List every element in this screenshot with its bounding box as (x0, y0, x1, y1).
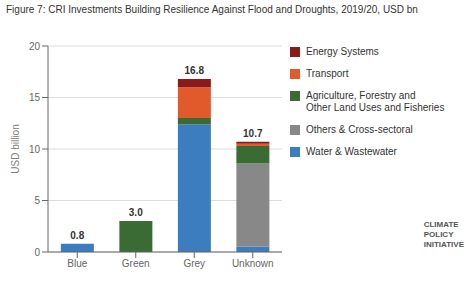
svg-text:Unknown: Unknown (232, 258, 274, 269)
html-text:Agriculture, Forestry and Othe: Agriculture, Forestry and Other Land Use… (306, 90, 445, 113)
html-text:Figure 7: CRI Investments Buil: Figure 7: CRI Investments Building Resil… (6, 4, 418, 15)
svg-text:0: 0 (34, 247, 40, 258)
svg-text:0.8: 0.8 (70, 230, 84, 241)
svg-text:16.8: 16.8 (185, 65, 205, 76)
svg-text:USD billion: USD billion (10, 124, 21, 173)
svg-text:3.0: 3.0 (129, 207, 143, 218)
svg-text:15: 15 (29, 92, 41, 103)
svg-text:Green: Green (122, 258, 150, 269)
svg-text:10: 10 (29, 144, 41, 155)
html-text:Energy Systems: Energy Systems (306, 46, 379, 57)
html-text:CLIMATE POLICY INITIATIVE: CLIMATE POLICY INITIATIVE (423, 220, 464, 249)
svg-text:Blue: Blue (67, 258, 87, 269)
svg-text:20: 20 (29, 41, 41, 52)
svg-text:Grey: Grey (183, 258, 205, 269)
html-text:Transport: Transport (306, 68, 349, 79)
svg-text:5: 5 (34, 195, 40, 206)
html-text:Water & Wastewater: Water & Wastewater (306, 146, 397, 157)
html-text:Others & Cross-sectoral: Others & Cross-sectoral (306, 124, 413, 135)
svg-text:10.7: 10.7 (243, 128, 263, 139)
